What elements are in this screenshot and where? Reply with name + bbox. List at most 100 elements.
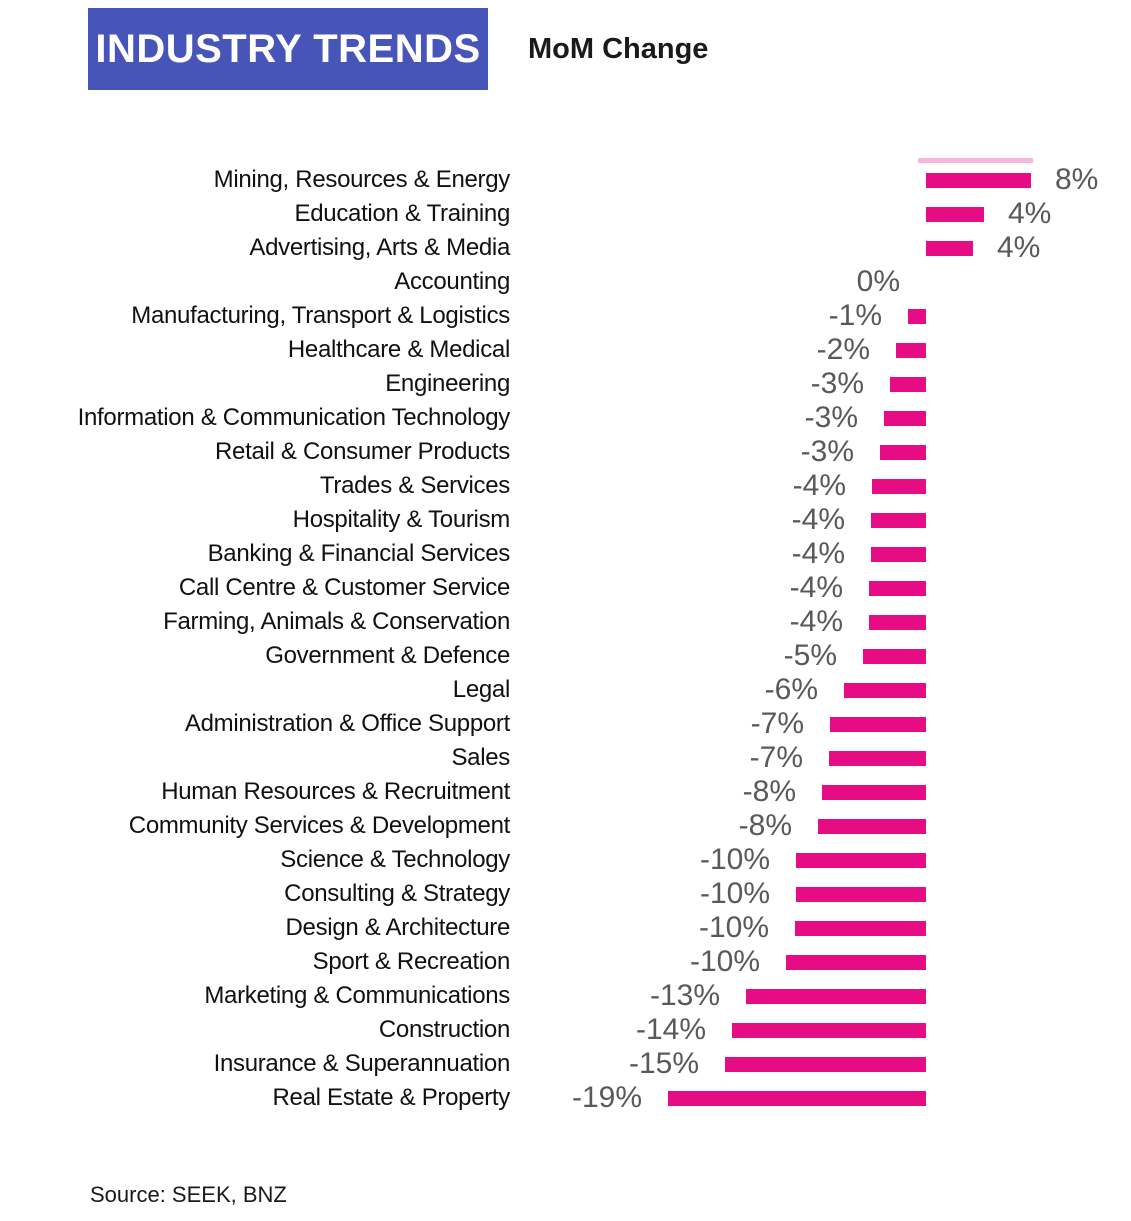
chart-row: Retail & Consumer Products -3% [0,435,1131,469]
category-label: Farming, Animals & Conservation [163,608,510,635]
value-label: -6% [764,673,818,706]
chart-row: Mining, Resources & Energy 8% [0,163,1131,197]
bar [871,512,926,528]
chart-row: Hospitality & Tourism -4% [0,503,1131,537]
value-label: -13% [649,979,720,1012]
bar [795,920,926,936]
bar [880,444,926,460]
category-label: Call Centre & Customer Service [178,574,510,601]
category-label: Manufacturing, Transport & Logistics [131,302,510,329]
bar [926,240,973,256]
value-label: -15% [628,1047,699,1080]
chart-row: Consulting & Strategy -10% [0,877,1131,911]
bar [863,648,926,664]
category-label: Banking & Financial Services [207,540,511,567]
bar [668,1090,926,1106]
category-label: Trades & Services [319,472,510,499]
category-label: Mining, Resources & Energy [213,166,511,193]
bar [908,308,926,324]
chart-row: Insurance & Superannuation -15% [0,1047,1131,1081]
chart-row: Engineering -3% [0,367,1131,401]
chart-row: Community Services & Development -8% [0,809,1131,843]
bar [872,478,926,494]
bar [725,1056,926,1072]
category-label: Insurance & Superannuation [213,1050,511,1077]
value-label: -3% [810,367,864,400]
category-label: Real Estate & Property [272,1084,510,1111]
value-label: 0% [856,265,900,298]
value-label: 4% [997,231,1041,264]
value-label: -4% [791,503,845,536]
chart-row: Farming, Animals & Conservation -4% [0,605,1131,639]
value-label: -1% [828,299,882,332]
bar [890,376,926,392]
chart-row: Healthcare & Medical -2% [0,333,1131,367]
category-label: Advertising, Arts & Media [249,234,510,261]
category-label: Administration & Office Support [184,710,510,737]
bar [786,954,926,970]
value-label: -3% [800,435,854,468]
value-label: -4% [789,605,843,638]
chart-row: Government & Defence -5% [0,639,1131,673]
category-label: Sport & Recreation [312,948,511,975]
bar [884,410,926,426]
bar [732,1022,926,1038]
category-label: Sales [451,744,510,771]
bar [818,818,926,834]
chart-row: Trades & Services -4% [0,469,1131,503]
cropped-bar-remnant [918,158,1033,163]
category-label: Hospitality & Tourism [292,506,511,533]
value-label: -19% [571,1081,642,1114]
category-label: Accounting [394,268,510,295]
chart-row: Sales -7% [0,741,1131,775]
value-label: -8% [742,775,796,808]
bar [796,852,926,868]
chart-row: Design & Architecture -10% [0,911,1131,945]
bar [830,716,926,732]
bar [796,886,926,902]
value-label: -4% [789,571,843,604]
value-label: -10% [698,911,769,944]
category-label: Legal [452,676,511,703]
value-label: 8% [1055,163,1099,196]
category-label: Education & Training [294,200,511,227]
category-label: Government & Defence [265,642,510,669]
chart-row: Legal -6% [0,673,1131,707]
value-label: -3% [804,401,858,434]
value-label: -5% [783,639,837,672]
value-label: -2% [816,333,870,366]
chart-row: Real Estate & Property -19% [0,1081,1131,1115]
category-label: Marketing & Communications [204,982,510,1009]
category-label: Community Services & Development [128,812,511,839]
bar [829,750,926,766]
category-label: Design & Architecture [285,914,511,941]
value-label: -10% [699,843,770,876]
chart-row: Sport & Recreation -10% [0,945,1131,979]
category-label: Human Resources & Recruitment [161,778,510,805]
category-label: Construction [378,1016,510,1043]
chart-row: Construction -14% [0,1013,1131,1047]
chart-title: INDUSTRY TRENDS [95,26,481,71]
value-label: -14% [635,1013,706,1046]
bar [869,614,926,630]
bar [871,546,926,562]
chart-row: Call Centre & Customer Service -4% [0,571,1131,605]
value-label: -10% [699,877,770,910]
value-label: -10% [689,945,760,978]
bar [926,206,984,222]
bar [822,784,926,800]
value-label: 4% [1008,197,1052,230]
value-label: -7% [749,741,803,774]
value-label: -4% [792,469,846,502]
bar [926,172,1031,188]
chart-row: Information & Communication Technology -3… [0,401,1131,435]
bar [844,682,926,698]
value-label: -4% [791,537,845,570]
chart-row: Human Resources & Recruitment -8% [0,775,1131,809]
category-label: Retail & Consumer Products [215,438,510,465]
value-label: -8% [738,809,792,842]
chart-subtitle: MoM Change [528,32,709,65]
category-label: Consulting & Strategy [284,880,510,907]
